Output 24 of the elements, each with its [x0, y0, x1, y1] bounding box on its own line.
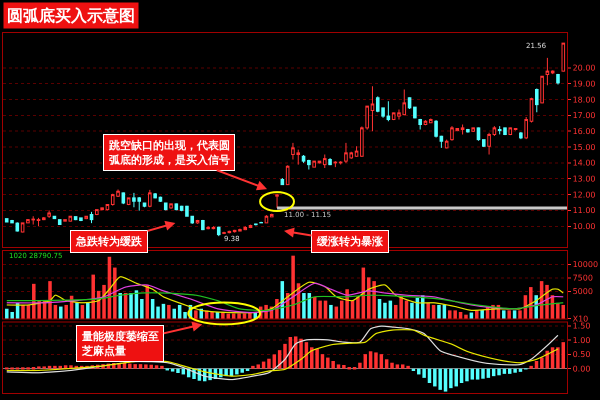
y-tick-label: 19.00 — [572, 79, 596, 88]
y-tick-label: 0.50 — [572, 350, 590, 360]
annotation: 跳空缺口的出现，代表圆弧底的形成，是买入信号 — [108, 139, 230, 166]
y-tick-label: 13.00 — [572, 174, 596, 184]
y-tick-label: 17.00 — [572, 111, 596, 120]
y-tick-label: 16.00 — [572, 127, 596, 136]
y-tick-label: 15.00 — [572, 142, 596, 152]
annotation: 急跌转为缓跌 — [75, 235, 143, 248]
annotation: 缓涨转为暴涨 — [316, 235, 384, 248]
y-tick-label: 1.50 — [572, 322, 590, 331]
y-tick-label: X10 — [572, 314, 588, 324]
y-tick-label: 0.00 — [572, 364, 590, 374]
y-tick-label: 14.00 — [572, 158, 596, 168]
y-tick-label: 20.00 — [572, 64, 596, 73]
y-tick-label: 10.00 — [572, 222, 596, 232]
y-tick-label: 5000 — [572, 287, 593, 296]
chart-title: 圆弧底买入示意图 — [7, 6, 135, 25]
y-tick-label: 11.00 — [572, 206, 596, 216]
y-tick-label: 12.00 — [572, 190, 596, 200]
y-tick-label: 1.00 — [572, 336, 590, 345]
annotation: 量能极度萎缩至芝麻点量 — [81, 330, 159, 358]
y-tick-label: 18.00 — [572, 95, 596, 104]
y-tick-label: 7500 — [572, 274, 593, 283]
y-tick-label: 10000 — [572, 260, 598, 270]
